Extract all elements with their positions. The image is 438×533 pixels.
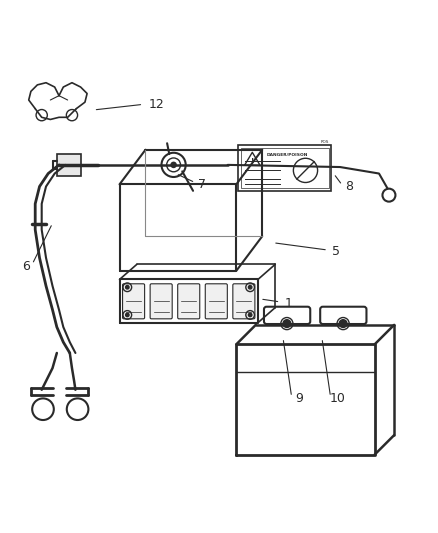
Text: POS: POS — [321, 140, 329, 144]
Text: 6: 6 — [23, 260, 31, 273]
FancyBboxPatch shape — [205, 284, 227, 319]
Bar — [241, 148, 329, 188]
Text: 5: 5 — [332, 245, 340, 258]
Text: DANGER/POISON: DANGER/POISON — [267, 153, 308, 157]
Circle shape — [339, 320, 347, 327]
Text: 10: 10 — [330, 392, 346, 405]
FancyBboxPatch shape — [178, 284, 200, 319]
Circle shape — [171, 162, 176, 167]
Text: 8: 8 — [345, 180, 353, 193]
Text: !: ! — [251, 158, 254, 164]
FancyBboxPatch shape — [123, 284, 145, 319]
Bar — [238, 146, 332, 191]
FancyBboxPatch shape — [320, 306, 367, 324]
Text: 12: 12 — [148, 98, 164, 111]
FancyBboxPatch shape — [233, 284, 255, 319]
FancyBboxPatch shape — [150, 284, 172, 319]
Circle shape — [248, 313, 252, 317]
Circle shape — [126, 313, 129, 317]
Text: 9: 9 — [295, 392, 303, 405]
FancyBboxPatch shape — [264, 306, 310, 324]
Text: 1: 1 — [284, 297, 292, 310]
Bar — [57, 154, 81, 176]
Circle shape — [126, 286, 129, 289]
Circle shape — [248, 286, 252, 289]
Text: 7: 7 — [198, 178, 206, 191]
Circle shape — [283, 320, 291, 327]
